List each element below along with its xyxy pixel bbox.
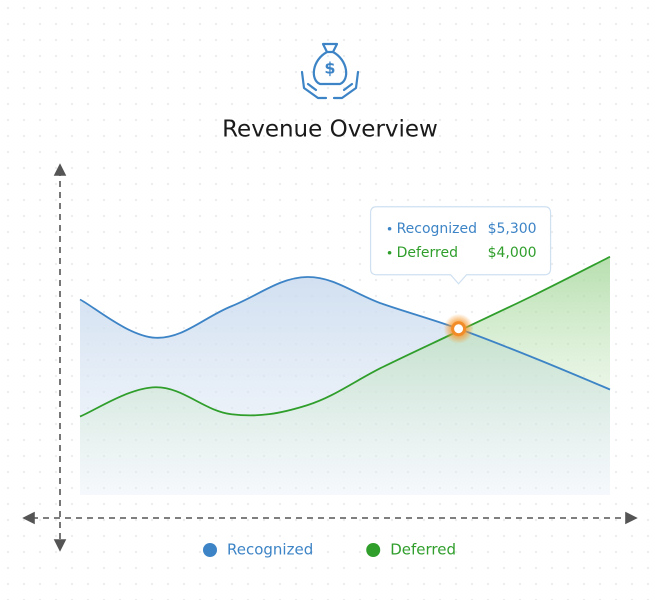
legend-swatch xyxy=(203,543,217,557)
tooltip-value: $5,300 xyxy=(488,221,537,237)
tooltip-name: Recognized xyxy=(397,221,477,237)
legend-label: Recognized xyxy=(227,541,313,559)
tooltip-box xyxy=(369,206,552,285)
tooltip-bullet xyxy=(387,226,392,231)
tooltip-bullet xyxy=(387,250,392,255)
highlight-point xyxy=(451,321,467,337)
legend-swatch xyxy=(366,543,381,557)
series-line xyxy=(79,255,611,418)
series-line xyxy=(79,276,611,391)
chart-title: Revenue Overview xyxy=(222,117,438,143)
plot: Recognized $5,300 Deferred $4,000 Recognized… xyxy=(79,206,611,559)
svg-text:$: $ xyxy=(324,59,335,78)
tooltip-name: Deferred xyxy=(397,245,458,261)
legend-label: Deferred xyxy=(390,541,456,559)
tooltip-value: $4,000 xyxy=(488,245,537,261)
icon: $ xyxy=(300,42,360,100)
area-fill xyxy=(80,256,610,495)
axes xyxy=(22,163,638,552)
